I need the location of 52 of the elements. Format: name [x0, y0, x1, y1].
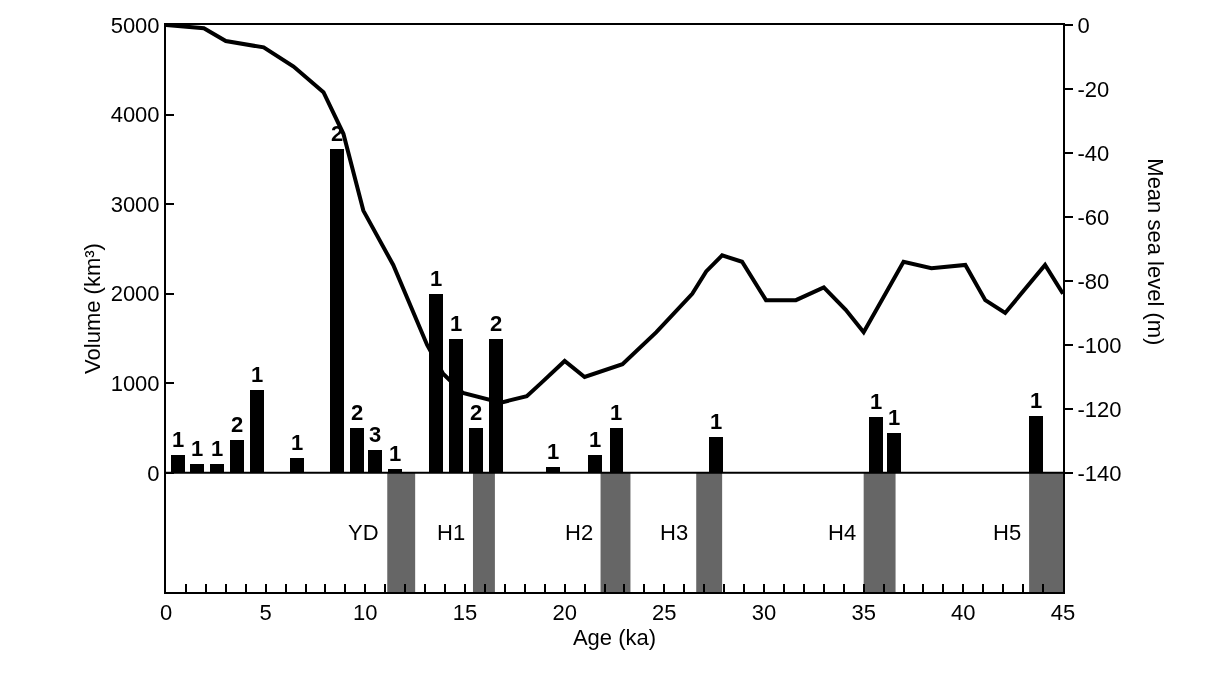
annotation: 1: [389, 441, 402, 466]
y2-tick-label: -40: [1077, 140, 1110, 166]
y-tick-label: 3000: [110, 191, 160, 217]
x-tick-label: 5: [259, 600, 272, 626]
x-tick-label: 20: [552, 600, 577, 626]
x-tick-label: 25: [652, 600, 677, 626]
y2-tick-label: -100: [1077, 332, 1122, 358]
annotation: 3: [369, 422, 382, 447]
annotation: 2: [490, 311, 503, 336]
band-label: H2: [565, 520, 594, 545]
band-label: H4: [828, 520, 857, 545]
y2-axis-title: Mean sea level (m): [1143, 158, 1169, 346]
annotation: 2: [470, 400, 483, 425]
annotation: 1: [710, 409, 723, 434]
annotation: 1: [191, 436, 204, 461]
y-tick-label: 0: [147, 460, 160, 486]
band-label: H1: [437, 520, 466, 545]
y2-tick-label: -80: [1077, 268, 1110, 294]
annotation: 2: [351, 400, 364, 425]
annotation: 1: [610, 400, 623, 425]
y-tick-label: 1000: [110, 370, 160, 396]
y-tick-label: 5000: [110, 12, 160, 38]
x-tick-label: 15: [452, 600, 478, 626]
annotation: 1: [547, 439, 560, 464]
annotation: 1: [589, 427, 602, 452]
x-tick-label: 30: [751, 600, 777, 626]
x-axis-title: Age (ka): [572, 625, 657, 651]
annotation: 1: [172, 427, 185, 452]
y-tick-label: 2000: [110, 281, 160, 307]
y2-tick-label: -140: [1077, 460, 1122, 486]
y2-tick-label: -20: [1077, 76, 1110, 102]
band-label: H5: [993, 520, 1022, 545]
x-tick-label: 45: [1050, 600, 1076, 626]
annotation: 1: [870, 389, 883, 414]
x-tick-label: 40: [951, 600, 976, 626]
annotation: 1: [430, 266, 443, 291]
x-tick-label: 10: [353, 600, 378, 626]
annotation: 1: [888, 405, 901, 430]
band-label: H3: [660, 520, 689, 545]
y-tick-label: 4000: [110, 102, 160, 128]
y2-tick-label: 0: [1077, 12, 1090, 38]
y2-tick-label: -60: [1077, 204, 1110, 230]
annotation: 1: [1030, 388, 1043, 413]
annotation: 1: [291, 430, 304, 455]
annotation: 2: [231, 412, 244, 437]
annotation: 1: [211, 436, 224, 461]
y2-tick-label: -120: [1077, 396, 1122, 422]
band-label: YD: [348, 520, 379, 545]
annotation: 1: [251, 362, 264, 387]
y-axis-title: Volume (km³): [79, 243, 105, 374]
annotation: 1: [450, 311, 463, 336]
x-tick-label: 35: [851, 600, 876, 626]
